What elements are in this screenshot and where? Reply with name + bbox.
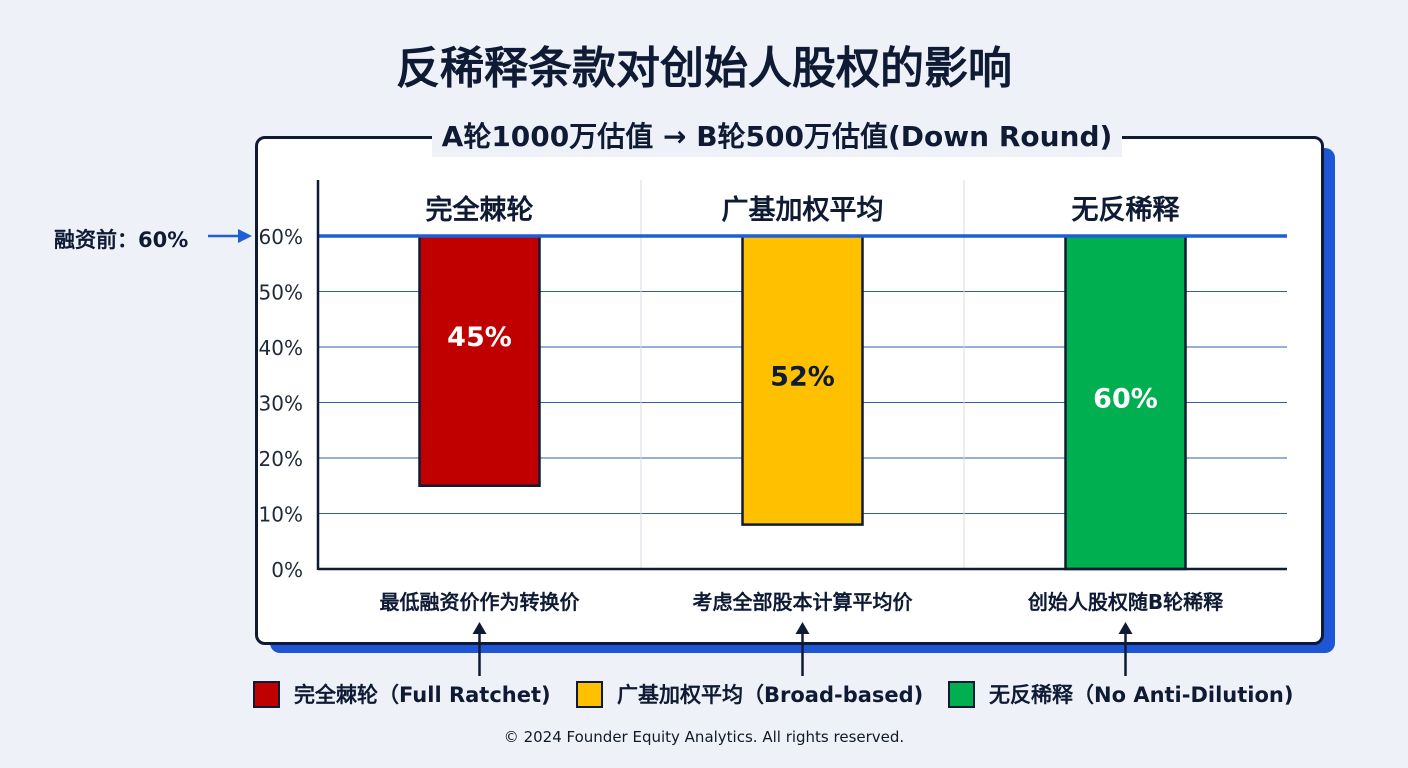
pointer-arrow-head [795,622,810,634]
category-label-broad-based: 广基加权平均 [722,195,884,226]
pre-financing-label: 融资前：60% [54,228,189,252]
legend-swatch-no-anti-dilution [948,680,975,708]
y-tick-label: 10% [259,503,303,527]
pre-financing-arrow-head [238,229,252,243]
category-label-full-ratchet: 完全棘轮 [426,194,534,226]
bar-value-label-no-anti-dilution: 60% [1093,384,1158,415]
y-tick-label: 40% [259,336,303,360]
legend-label-no-anti-dilution: 无反稀释（No Anti-Dilution) [989,683,1294,707]
description-broad-based: 考虑全部股本计算平均价 [693,590,914,614]
legend-item-broad-based: 广基加权平均（Broad-based) [576,676,923,712]
y-tick-label: 60% [259,225,303,249]
axis-layer: 0% 10% 20% 30% 40% 50% 60% [208,180,1287,582]
legend-label-full-ratchet: 完全棘轮（Full Ratchet) [294,683,551,707]
y-tick-label: 30% [259,392,303,416]
bar-full-ratchet [418,234,541,487]
pointer-arrow-head [1118,622,1133,634]
description-full-ratchet: 最低融资价作为转换价 [380,590,581,614]
y-tick-label: 50% [259,281,303,305]
category-label-no-anti-dilution: 无反稀释 [1072,195,1181,226]
bar-value-label-full-ratchet: 45% [447,322,512,353]
pointer-arrow-head [472,622,487,634]
legend-label-broad-based: 广基加权平均（Broad-based) [617,683,924,707]
bar-value-label-broad-based: 52% [770,361,835,392]
description-no-anti-dilution: 创始人股权随B轮稀释 [1027,590,1224,614]
chart-title: 反稀释条款对创始人股权的影响 [396,43,1012,94]
y-tick-label: 0% [271,558,303,582]
copyright-footer: © 2024 Founder Equity Analytics. All rig… [503,728,905,746]
legend-item-full-ratchet: 完全棘轮（Full Ratchet) [253,676,551,712]
bar-broad-based [741,234,864,526]
legend: 完全棘轮（Full Ratchet) 广基加权平均（Broad-based) 无… [253,676,1333,716]
legend-item-no-anti-dilution: 无反稀释（No Anti-Dilution) [948,676,1293,712]
legend-swatch-full-ratchet [253,680,280,708]
y-tick-label: 20% [259,447,303,471]
chart-subtitle: A轮1000万估值 → B轮500万估值(Down Round) [432,117,1122,157]
bar-layer [418,234,1187,571]
bar-no-anti-dilution [1064,234,1187,571]
legend-swatch-broad-based [576,680,603,708]
